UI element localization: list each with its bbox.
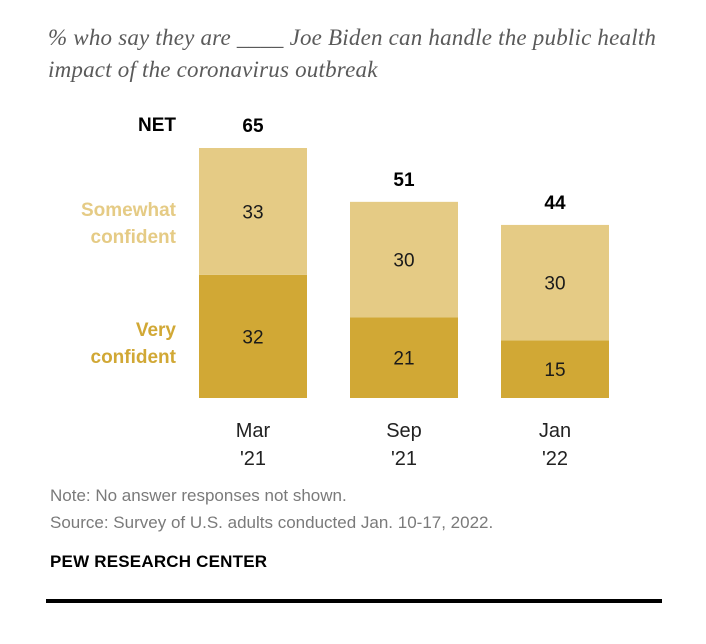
- chart-source: Source: Survey of U.S. adults conducted …: [50, 513, 494, 532]
- value-label-somewhat-confident-1: 33: [242, 202, 263, 223]
- x-tick-label-3-line-1: Jan: [539, 420, 571, 442]
- x-tick-label-1-line-1: Mar: [236, 420, 271, 442]
- net-row-label: NET: [138, 115, 176, 136]
- x-tick-label-2-line-2: '21: [391, 448, 417, 470]
- chart-note: Note: No answer responses not shown.: [50, 486, 347, 505]
- legend-somewhat-confident-line-1: Somewhat: [81, 200, 177, 221]
- net-value-1: 65: [242, 116, 264, 137]
- net-value-2: 51: [393, 170, 415, 191]
- bar-somewhat-confident-2: [350, 201, 458, 318]
- value-label-very-confident-1: 32: [242, 327, 263, 348]
- bar-very-confident-3: [501, 340, 609, 398]
- x-tick-label-1-line-2: '21: [240, 448, 266, 470]
- net-value-3: 44: [544, 193, 566, 214]
- legend-very-confident-line-1: Very: [136, 320, 177, 341]
- x-tick-label-3-line-2: '22: [542, 448, 568, 470]
- chart-subtitle: % who say they are ____ Joe Biden can ha…: [48, 25, 657, 82]
- pew-research-center-logo: PEW RESEARCH CENTER: [50, 552, 268, 571]
- value-label-very-confident-2: 21: [393, 349, 414, 370]
- legend-very-confident-line-2: confident: [91, 347, 177, 368]
- stacked-bar-chart: NET Somewhat confident Very confident 32 33 65 M…: [81, 115, 609, 470]
- bar-somewhat-confident-3: [501, 224, 609, 341]
- bottom-rule: [46, 599, 662, 603]
- bar-very-confident-1: [199, 274, 307, 398]
- bar-somewhat-confident-1: [199, 148, 307, 275]
- x-tick-label-2-line-1: Sep: [386, 420, 422, 442]
- legend-somewhat-confident-line-2: confident: [91, 227, 177, 248]
- value-label-somewhat-confident-3: 30: [544, 274, 565, 295]
- value-label-very-confident-3: 15: [544, 360, 565, 381]
- value-label-somewhat-confident-2: 30: [393, 251, 414, 272]
- bar-very-confident-2: [350, 317, 458, 398]
